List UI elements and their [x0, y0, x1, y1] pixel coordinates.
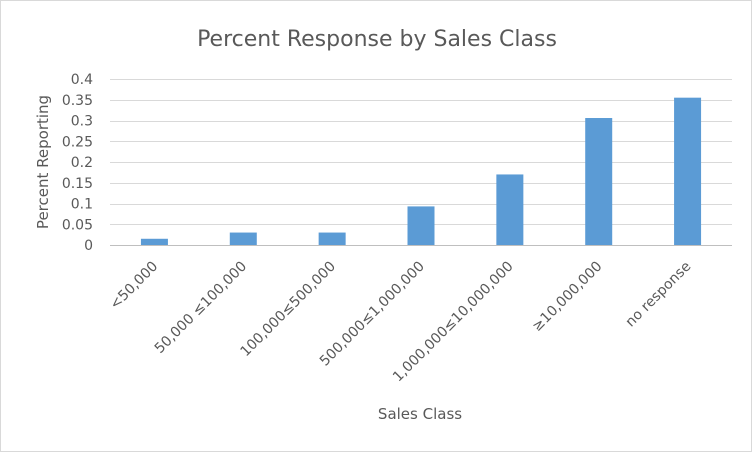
x-category-label: 100,000≤500,000 [237, 259, 338, 360]
y-tick-label: 0.25 [62, 134, 93, 150]
y-tick-label: 0.3 [71, 114, 93, 130]
y-tick-label: 0.05 [62, 217, 93, 233]
bar [674, 97, 702, 245]
bar [407, 206, 435, 245]
x-category-label: 50,000 ≤100,000 [152, 259, 250, 357]
x-category-label: ≥10,000,000 [529, 259, 605, 335]
bar [585, 118, 613, 245]
y-axis-title: Percent Reporting [34, 95, 52, 229]
bar [229, 232, 257, 245]
bars [140, 97, 702, 245]
y-tick-label: 0.1 [71, 197, 93, 213]
bar [140, 238, 168, 245]
x-category-label: <50,000 [107, 259, 161, 313]
y-tick-label: 0 [84, 238, 93, 254]
bar [318, 232, 346, 245]
y-axis-ticks: 0 0.05 0.1 0.15 0.2 0.25 0.3 0.35 0.4 [62, 72, 93, 254]
y-tick-label: 0.2 [71, 155, 93, 171]
y-tick-label: 0.4 [71, 72, 93, 88]
x-category-label: no response [623, 259, 695, 331]
bar [496, 174, 524, 245]
y-tick-label: 0.35 [62, 93, 93, 109]
gridlines [110, 79, 732, 246]
y-tick-label: 0.15 [62, 176, 93, 192]
chart-title: Percent Response by Sales Class [197, 27, 557, 52]
x-axis-title: Sales Class [378, 405, 462, 423]
